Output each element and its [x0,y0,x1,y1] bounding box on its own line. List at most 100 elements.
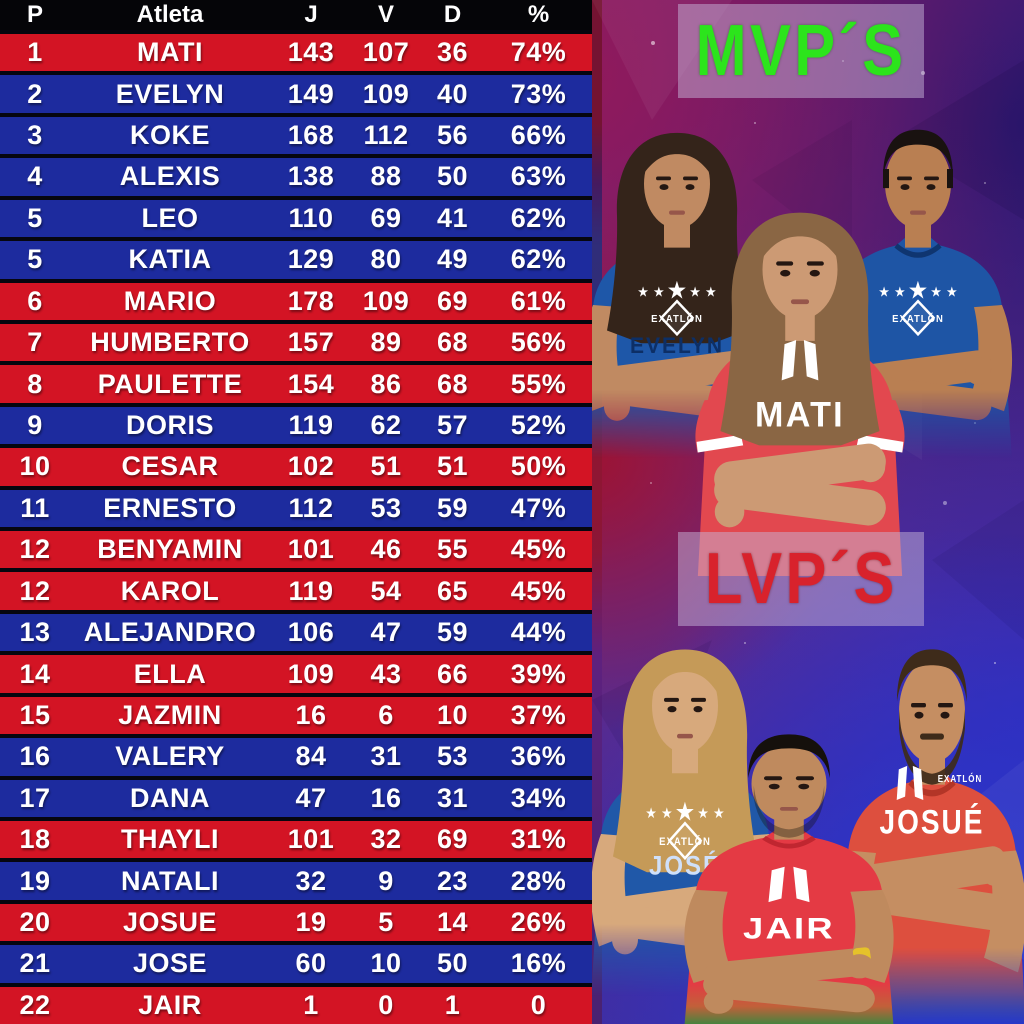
cell-position: 5 [27,244,43,275]
cell-losses: 50 [436,948,469,979]
cell-percentage: 50% [510,451,567,482]
cell-percentage: 0 [530,989,547,1020]
cell-wins: 53 [370,492,402,523]
table-row: 14 ELLA 109 43 66 39% [0,651,592,693]
cell-name: MARIO [123,285,217,316]
cell-position: 7 [27,327,43,358]
cell-games: 168 [287,120,335,151]
cell-name: JOSE [132,948,208,979]
background-edge [592,0,602,1024]
cell-percentage: 63% [510,161,567,192]
header-cell-games: J [304,1,318,28]
crossed-arms [714,443,886,528]
table-row: 1 MATI 143 107 36 74% [0,30,592,72]
stubble [753,785,825,838]
cell-losses: 68 [436,368,469,399]
logo-text: EXATLÓN [651,313,703,325]
cell-position: 15 [19,699,51,730]
header-cell-athlete: Atleta [136,1,204,28]
beard [899,709,965,785]
header-cell-wins: V [377,1,394,28]
cell-position: 17 [19,782,51,813]
hair [748,734,830,779]
cell-percentage: 61% [510,285,567,316]
cell-name: MATI [137,37,203,68]
cell-wins: 0 [378,989,394,1020]
cell-name: PAULETTE [97,368,243,399]
cell-position: 12 [19,534,51,565]
jersey-name-label: JOSUÉ [880,803,985,841]
star-icon: ★ ★ [645,806,672,823]
table-row: 12 BENYAMIN 101 46 55 45% [0,527,592,569]
athlete-figure-mati: MATI [695,212,905,576]
cell-percentage: 28% [510,865,567,896]
star-icon: ★ ★ [697,806,724,823]
star-icon: ★ [667,276,688,305]
cell-losses: 49 [436,244,469,275]
cell-percentage: 74% [510,37,567,68]
cell-losses: 66 [436,658,469,689]
cell-percentage: 39% [510,658,567,689]
table-body: 1 MATI 143 107 36 74% 2 EVELYN 149 109 4… [0,30,592,1024]
cell-games: 102 [287,451,335,482]
cell-position: 5 [27,202,43,233]
cell-position: 8 [27,368,43,399]
exatlon-logo: ★ ★ ★ ★ ★ EXATLÓN [878,276,958,337]
cell-percentage: 56% [510,327,567,358]
cell-name: THAYLI [120,824,219,855]
cell-losses: 41 [436,202,469,233]
cell-games: 110 [288,202,334,233]
table-header: P Atleta J V D % [0,0,592,30]
cell-games: 178 [287,285,335,316]
cell-name: DORIS [125,410,214,440]
team-emblem [768,866,810,903]
cell-games: 119 [288,410,334,440]
cell-games: 101 [287,824,335,855]
cell-losses: 40 [436,78,469,109]
star-icon: ★ ★ [930,285,957,300]
table-row: 8 PAULETTE 154 86 68 55% [0,361,592,403]
table-row: 11 ERNESTO 112 53 59 47% [0,485,592,528]
cell-wins: 109 [362,285,410,316]
cell-position: 22 [19,989,51,1020]
cell-position: 9 [27,410,43,440]
cell-position: 19 [19,865,51,896]
cell-position: 1 [27,37,43,68]
table-row: 5 LEO 110 69 41 62% [0,195,592,238]
cell-percentage: 62% [510,244,567,275]
cell-percentage: 36% [510,741,567,772]
cell-wins: 109 [362,78,410,109]
star-icon: ★ ★ [878,285,905,300]
table-row: 5 KATIA 129 80 49 62% [0,237,592,279]
header-cell-position: P [26,1,43,28]
sparkle-dots [592,0,594,2]
star-icon: ★ [675,796,696,827]
cell-losses: 69 [436,824,469,855]
cell-position: 16 [19,741,51,772]
face [911,703,953,740]
cell-wins: 47 [370,617,402,648]
cell-games: 101 [287,534,335,565]
cell-wins: 6 [378,699,394,730]
cell-losses: 53 [436,741,469,772]
cell-wins: 88 [370,161,402,192]
table-row: 18 THAYLI 101 32 69 31% [0,817,592,859]
cell-position: 11 [20,492,50,523]
mvp-title: MVP´S [695,11,907,91]
cell-wins: 43 [370,658,402,689]
cell-losses: 1 [444,989,461,1020]
crossed-arms [703,947,875,1014]
cell-position: 6 [27,285,43,316]
logo-text: EXATLÓN [892,313,944,325]
cell-name: CESAR [121,451,219,482]
cell-position: 13 [19,617,51,648]
cell-percentage: 66% [510,120,567,151]
cell-name: KAROL [120,575,220,606]
cell-losses: 65 [436,575,469,606]
cell-wins: 86 [370,368,402,399]
cell-percentage: 37% [510,699,567,730]
athlete-figure-jair: JAIR [684,734,894,1024]
hair [897,649,967,702]
cell-games: 154 [287,368,335,399]
cell-position: 3 [27,120,43,151]
